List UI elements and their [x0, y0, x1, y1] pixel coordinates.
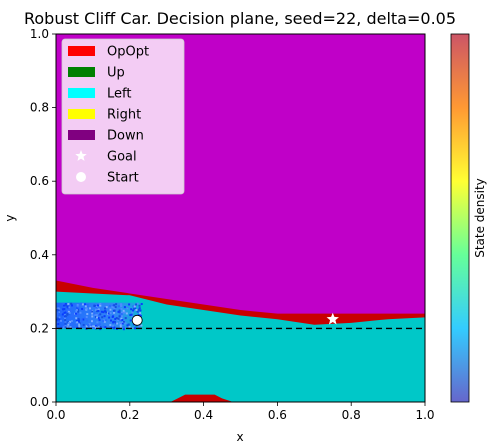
legend-swatch: [68, 67, 95, 77]
region-opopt-bottom-bump: [170, 394, 234, 402]
legend-box: [61, 38, 185, 195]
colorbar-bar: [450, 33, 470, 403]
legend-swatch: [68, 130, 95, 140]
x-axis: 0.0 0.2 0.4 0.6 0.8 1.0: [46, 402, 435, 422]
legend-swatch: [68, 109, 95, 119]
legend-label: Start: [107, 171, 139, 186]
legend-circle-marker: [76, 172, 86, 182]
legend-item: OpOpt: [68, 45, 149, 60]
y-axis: 0.0 0.2 0.4 0.6 0.8 1.0: [30, 27, 56, 409]
region-left: [56, 291, 425, 402]
legend-item: Right: [68, 108, 141, 123]
legend-label: Down: [107, 129, 144, 144]
x-tick-label: 0.2: [120, 408, 139, 422]
x-tick-label: 1.0: [415, 408, 434, 422]
legend-star-marker: [75, 150, 87, 161]
y-tick-label: 0.2: [30, 321, 49, 335]
y-tick-label: 0.0: [30, 395, 49, 409]
legend-item: Left: [68, 87, 131, 102]
legend-item: Down: [68, 129, 144, 144]
legend-label: Up: [107, 66, 125, 81]
start-marker: [131, 314, 143, 326]
x-axis-label: x: [236, 430, 243, 444]
legend-label: Right: [107, 108, 141, 123]
x-tick-label: 0.4: [194, 408, 213, 422]
chart-title: Robust Cliff Car. Decision plane, seed=2…: [24, 9, 456, 28]
legend-swatch: [68, 46, 95, 56]
goal-marker: [326, 312, 339, 325]
y-tick-label: 0.8: [30, 101, 49, 115]
plot-area: [56, 34, 425, 402]
x-tick-label: 0.0: [46, 408, 65, 422]
legend-swatch: [68, 88, 95, 98]
y-tick-label: 0.6: [30, 174, 49, 188]
legend-item: Start: [76, 171, 139, 186]
y-axis-label: y: [3, 214, 17, 221]
x-tick-label: 0.8: [342, 408, 361, 422]
plot-frame: [55, 33, 426, 403]
y-tick-label: 1.0: [30, 27, 49, 41]
legend-item: Up: [68, 66, 125, 81]
legend-item: Goal: [75, 150, 137, 165]
x-tick-label: 0.6: [268, 408, 287, 422]
y-tick-label: 0.4: [30, 248, 49, 262]
legend-label: OpOpt: [107, 45, 149, 60]
state-density-band: [56, 302, 143, 331]
colorbar: State density: [450, 33, 487, 403]
colorbar-label: State density: [473, 178, 487, 258]
legend-label: Left: [107, 87, 131, 102]
legend-label: Goal: [107, 150, 137, 165]
legend: OpOpt Up Left Right Down Goal Start: [61, 38, 185, 195]
